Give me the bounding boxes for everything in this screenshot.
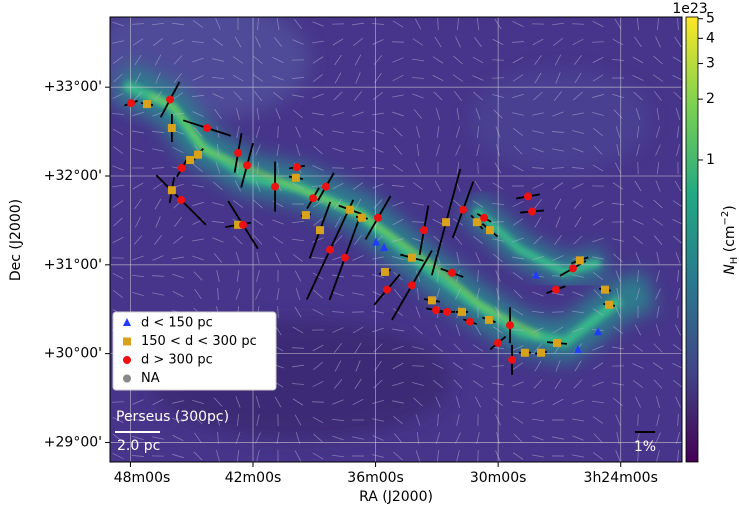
label-symbol: N <box>722 264 738 275</box>
colorbar-tick-label: 2 <box>706 91 715 107</box>
colorbar-tick-label: 1 <box>706 152 715 168</box>
star-marker <box>123 356 131 364</box>
star-marker <box>408 254 416 262</box>
star-marker <box>458 308 466 316</box>
star-marker <box>383 286 391 294</box>
star-marker <box>127 99 135 107</box>
star-marker <box>486 226 494 234</box>
polarization-scale-label: 1% <box>634 439 656 455</box>
label-unit: (cm <box>722 225 738 256</box>
star-marker <box>552 286 560 294</box>
star-marker <box>485 316 493 324</box>
star-marker <box>374 214 382 222</box>
star-marker <box>480 214 488 222</box>
legend: d < 150 pc 150 < d < 300 pc d > 300 pc NA <box>113 312 276 390</box>
star-marker <box>508 356 516 364</box>
y-tick-label: +30°00' <box>44 346 102 362</box>
legend-label: NA <box>141 371 160 386</box>
star-marker <box>448 269 456 277</box>
label-subscript: H <box>729 257 739 265</box>
star-marker <box>168 124 176 132</box>
star-marker <box>292 174 300 182</box>
star-marker <box>309 194 317 202</box>
colorbar-tick-label: 3 <box>706 56 715 72</box>
label-exponent: −2 <box>720 211 731 226</box>
length-scale-label: 2.0 pc <box>117 438 160 454</box>
star-marker <box>178 164 186 172</box>
star-marker <box>123 375 131 383</box>
star-marker <box>177 196 185 204</box>
star-marker <box>506 321 514 329</box>
star-marker <box>442 218 450 226</box>
star-marker <box>322 183 330 191</box>
star-marker <box>381 268 389 276</box>
star-marker <box>443 308 451 316</box>
star-marker <box>243 161 251 169</box>
star-marker <box>408 281 416 289</box>
star-marker <box>143 100 151 108</box>
y-tick-label: +29°00' <box>44 434 102 450</box>
star-marker <box>194 151 202 159</box>
star-marker <box>203 124 211 132</box>
star-marker <box>605 301 613 309</box>
label-close: ) <box>722 205 738 210</box>
x-tick-label: 30m00s <box>470 470 527 486</box>
star-marker <box>234 149 242 157</box>
texture-stroke <box>412 366 424 367</box>
dust-map <box>90 0 683 462</box>
texture-stroke <box>638 414 639 426</box>
star-marker <box>601 286 609 294</box>
x-axis-label: RA (J2000) <box>359 489 433 505</box>
star-marker <box>293 163 301 171</box>
star-marker <box>420 226 428 234</box>
star-marker <box>576 256 584 264</box>
star-marker <box>341 254 349 262</box>
figure: 48m00s 42m00s 36m00s 30m00s 3h24m00s +29°00' +… <box>0 0 739 509</box>
legend-label: 150 < d < 300 pc <box>141 334 257 349</box>
y-tick-label: +33°00' <box>44 79 102 95</box>
star-marker <box>524 192 532 200</box>
star-marker <box>346 206 354 214</box>
star-marker <box>528 208 536 216</box>
star-marker <box>271 183 279 191</box>
star-marker <box>521 349 529 357</box>
star-marker <box>302 211 310 219</box>
star-marker <box>459 206 467 214</box>
colorbar-tick-label: 4 <box>706 30 715 46</box>
star-marker <box>432 306 440 314</box>
star-marker <box>569 264 577 272</box>
y-axis-label: Dec (J2000) <box>8 199 24 281</box>
star-marker <box>473 218 481 226</box>
y-tick-label: +32°00' <box>44 168 102 184</box>
star-marker <box>316 226 324 234</box>
legend-label: d < 150 pc <box>141 316 213 331</box>
star-marker <box>166 96 174 104</box>
colorbar-tick-label: 5 <box>706 11 715 27</box>
region-label: Perseus (300pc) <box>116 409 229 425</box>
star-marker <box>326 246 334 254</box>
colorbar-offset: 1e23 <box>672 1 707 17</box>
x-tick-label: 3h24m00s <box>584 470 658 486</box>
star-marker <box>239 221 247 229</box>
y-tick-label: +31°00' <box>44 257 102 273</box>
star-marker <box>553 339 561 347</box>
legend-label: d > 300 pc <box>141 353 213 368</box>
star-marker <box>537 349 545 357</box>
x-tick-label: 36m00s <box>347 470 404 486</box>
star-marker <box>494 339 502 347</box>
star-marker <box>358 214 366 222</box>
star-marker <box>466 318 474 326</box>
star-marker <box>428 296 436 304</box>
star-marker <box>123 338 131 346</box>
colorbar-label: NH (cm−2) <box>720 205 739 274</box>
colorbar-gradient <box>686 17 698 462</box>
x-tick-label: 48m00s <box>114 470 171 486</box>
star-marker <box>168 186 176 194</box>
x-tick-label: 42m00s <box>225 470 282 486</box>
star-marker <box>186 156 194 164</box>
